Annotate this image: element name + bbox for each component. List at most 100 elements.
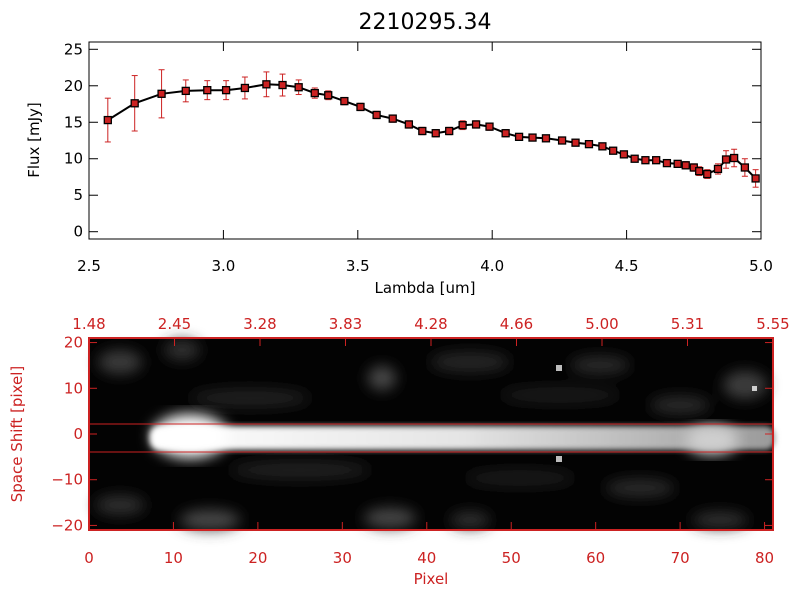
data-point <box>630 154 639 163</box>
bottom-x-tick-label: 0 <box>84 549 94 567</box>
bottom-y-ticks: −20 −10 0 10 20 <box>51 334 773 534</box>
wavelength-tick-label: 5.00 <box>585 315 618 333</box>
y-tick-label: 0 <box>73 223 83 241</box>
bottom-x-tick-label: 30 <box>333 549 352 567</box>
bottom-y-tick-label: −20 <box>51 516 83 534</box>
data-point <box>294 83 303 92</box>
data-point <box>662 158 672 168</box>
bottom-y-axis-label: Space Shift [pixel] <box>8 366 26 503</box>
data-point <box>729 153 739 163</box>
data-point <box>458 121 467 130</box>
data-point <box>541 134 551 143</box>
data-point <box>278 80 287 90</box>
data-point <box>310 88 319 98</box>
data-point <box>445 126 454 136</box>
data-point <box>356 102 365 112</box>
error-bars <box>104 69 759 188</box>
x-tick-label: 3.0 <box>211 257 235 275</box>
wavelength-tick-label: 3.83 <box>329 315 362 333</box>
y-tick-label: 15 <box>64 113 83 131</box>
bottom-x-tick-label: 10 <box>164 549 183 567</box>
bottom-x-tick-label: 70 <box>671 549 690 567</box>
data-point <box>598 142 607 151</box>
y-tick-label: 20 <box>64 77 83 95</box>
bottom-y-tick-label: 10 <box>64 379 83 397</box>
wavelength-tick-label: 5.31 <box>671 315 704 333</box>
trace-glow <box>152 414 228 458</box>
spectrum-plot: 2210295.34 2.5 3.0 3.5 4.0 4.5 5.0 0 5 10 15 20 25… <box>25 10 773 297</box>
data-point <box>557 136 567 145</box>
data-point <box>713 164 723 174</box>
data-point <box>340 96 349 106</box>
data-point <box>501 129 510 138</box>
wavelength-tick-label: 3.28 <box>243 315 276 333</box>
data-point <box>641 156 650 165</box>
bottom-x-ticks: 0 10 20 30 40 50 60 70 80 <box>84 522 774 567</box>
data-point <box>203 86 212 95</box>
data-point <box>584 139 594 149</box>
wavelength-tick-label: 2.45 <box>158 315 191 333</box>
data-point <box>221 86 231 95</box>
data-point <box>372 110 381 120</box>
x-tick-label: 5.0 <box>749 257 773 275</box>
bottom-y-tick-label: −10 <box>51 471 83 489</box>
y-axis-label: Flux [mJy] <box>25 102 43 178</box>
wavelength-ticks: 1.48 2.45 3.28 3.83 4.28 4.66 5.00 5.31 5.55 <box>72 315 790 346</box>
data-point <box>262 80 271 89</box>
wavelength-tick-label: 4.28 <box>414 315 447 333</box>
data-point <box>652 156 661 165</box>
x-axis-label: Lambda [um] <box>375 279 476 297</box>
bottom-x-tick-label: 20 <box>248 549 267 567</box>
data-point <box>751 174 760 183</box>
data-point <box>388 114 397 123</box>
data-point <box>528 133 537 142</box>
wavelength-tick-label: 5.55 <box>756 315 789 333</box>
data-point <box>703 169 712 179</box>
hot-pixel <box>752 386 757 391</box>
top-y-ticks: 0 5 10 15 20 25 <box>64 40 761 241</box>
data-point <box>471 120 481 129</box>
spectrum-plot-frame <box>88 41 762 240</box>
trace-glow-right <box>686 425 738 455</box>
data-point <box>103 115 112 125</box>
data-point <box>240 83 250 93</box>
data-point <box>681 161 690 170</box>
data-point <box>130 99 139 108</box>
x-tick-label: 4.0 <box>480 257 504 275</box>
data-markers <box>103 80 760 183</box>
data-point <box>619 150 629 159</box>
hot-pixel <box>556 365 562 371</box>
data-point <box>485 122 494 131</box>
data-point <box>157 89 166 98</box>
spectrum-trace <box>150 426 775 450</box>
bottom-x-tick-label: 50 <box>502 549 521 567</box>
y-tick-label: 25 <box>64 40 83 58</box>
top-x-ticks: 2.5 3.0 3.5 4.0 4.5 5.0 <box>77 42 773 275</box>
bottom-y-tick-label: 0 <box>73 425 83 443</box>
chart-title: 2210295.34 <box>359 10 492 35</box>
bottom-x-tick-label: 40 <box>417 549 436 567</box>
hot-pixel <box>556 456 562 462</box>
x-tick-label: 3.5 <box>346 257 370 275</box>
data-point <box>673 159 682 168</box>
spectrum-image-panel: 0 10 20 30 40 50 60 70 80 −20 −10 0 10 20 1.48 2.45 3.… <box>8 315 790 588</box>
data-point <box>431 129 440 138</box>
data-point <box>181 86 190 96</box>
y-tick-label: 5 <box>73 186 83 204</box>
data-point <box>609 146 618 155</box>
data-point <box>740 163 750 172</box>
data-point <box>571 138 580 147</box>
noise-patches <box>95 340 767 530</box>
x-tick-label: 2.5 <box>77 257 101 275</box>
bottom-y-tick-label: 20 <box>64 334 83 352</box>
data-point <box>695 166 704 176</box>
data-point <box>721 155 731 164</box>
data-point <box>514 132 524 142</box>
wavelength-tick-label: 4.66 <box>500 315 533 333</box>
bottom-x-axis-label: Pixel <box>414 570 449 588</box>
bottom-x-tick-label: 80 <box>755 549 774 567</box>
data-point <box>324 91 333 100</box>
data-point <box>404 120 414 129</box>
y-tick-label: 10 <box>64 150 83 168</box>
